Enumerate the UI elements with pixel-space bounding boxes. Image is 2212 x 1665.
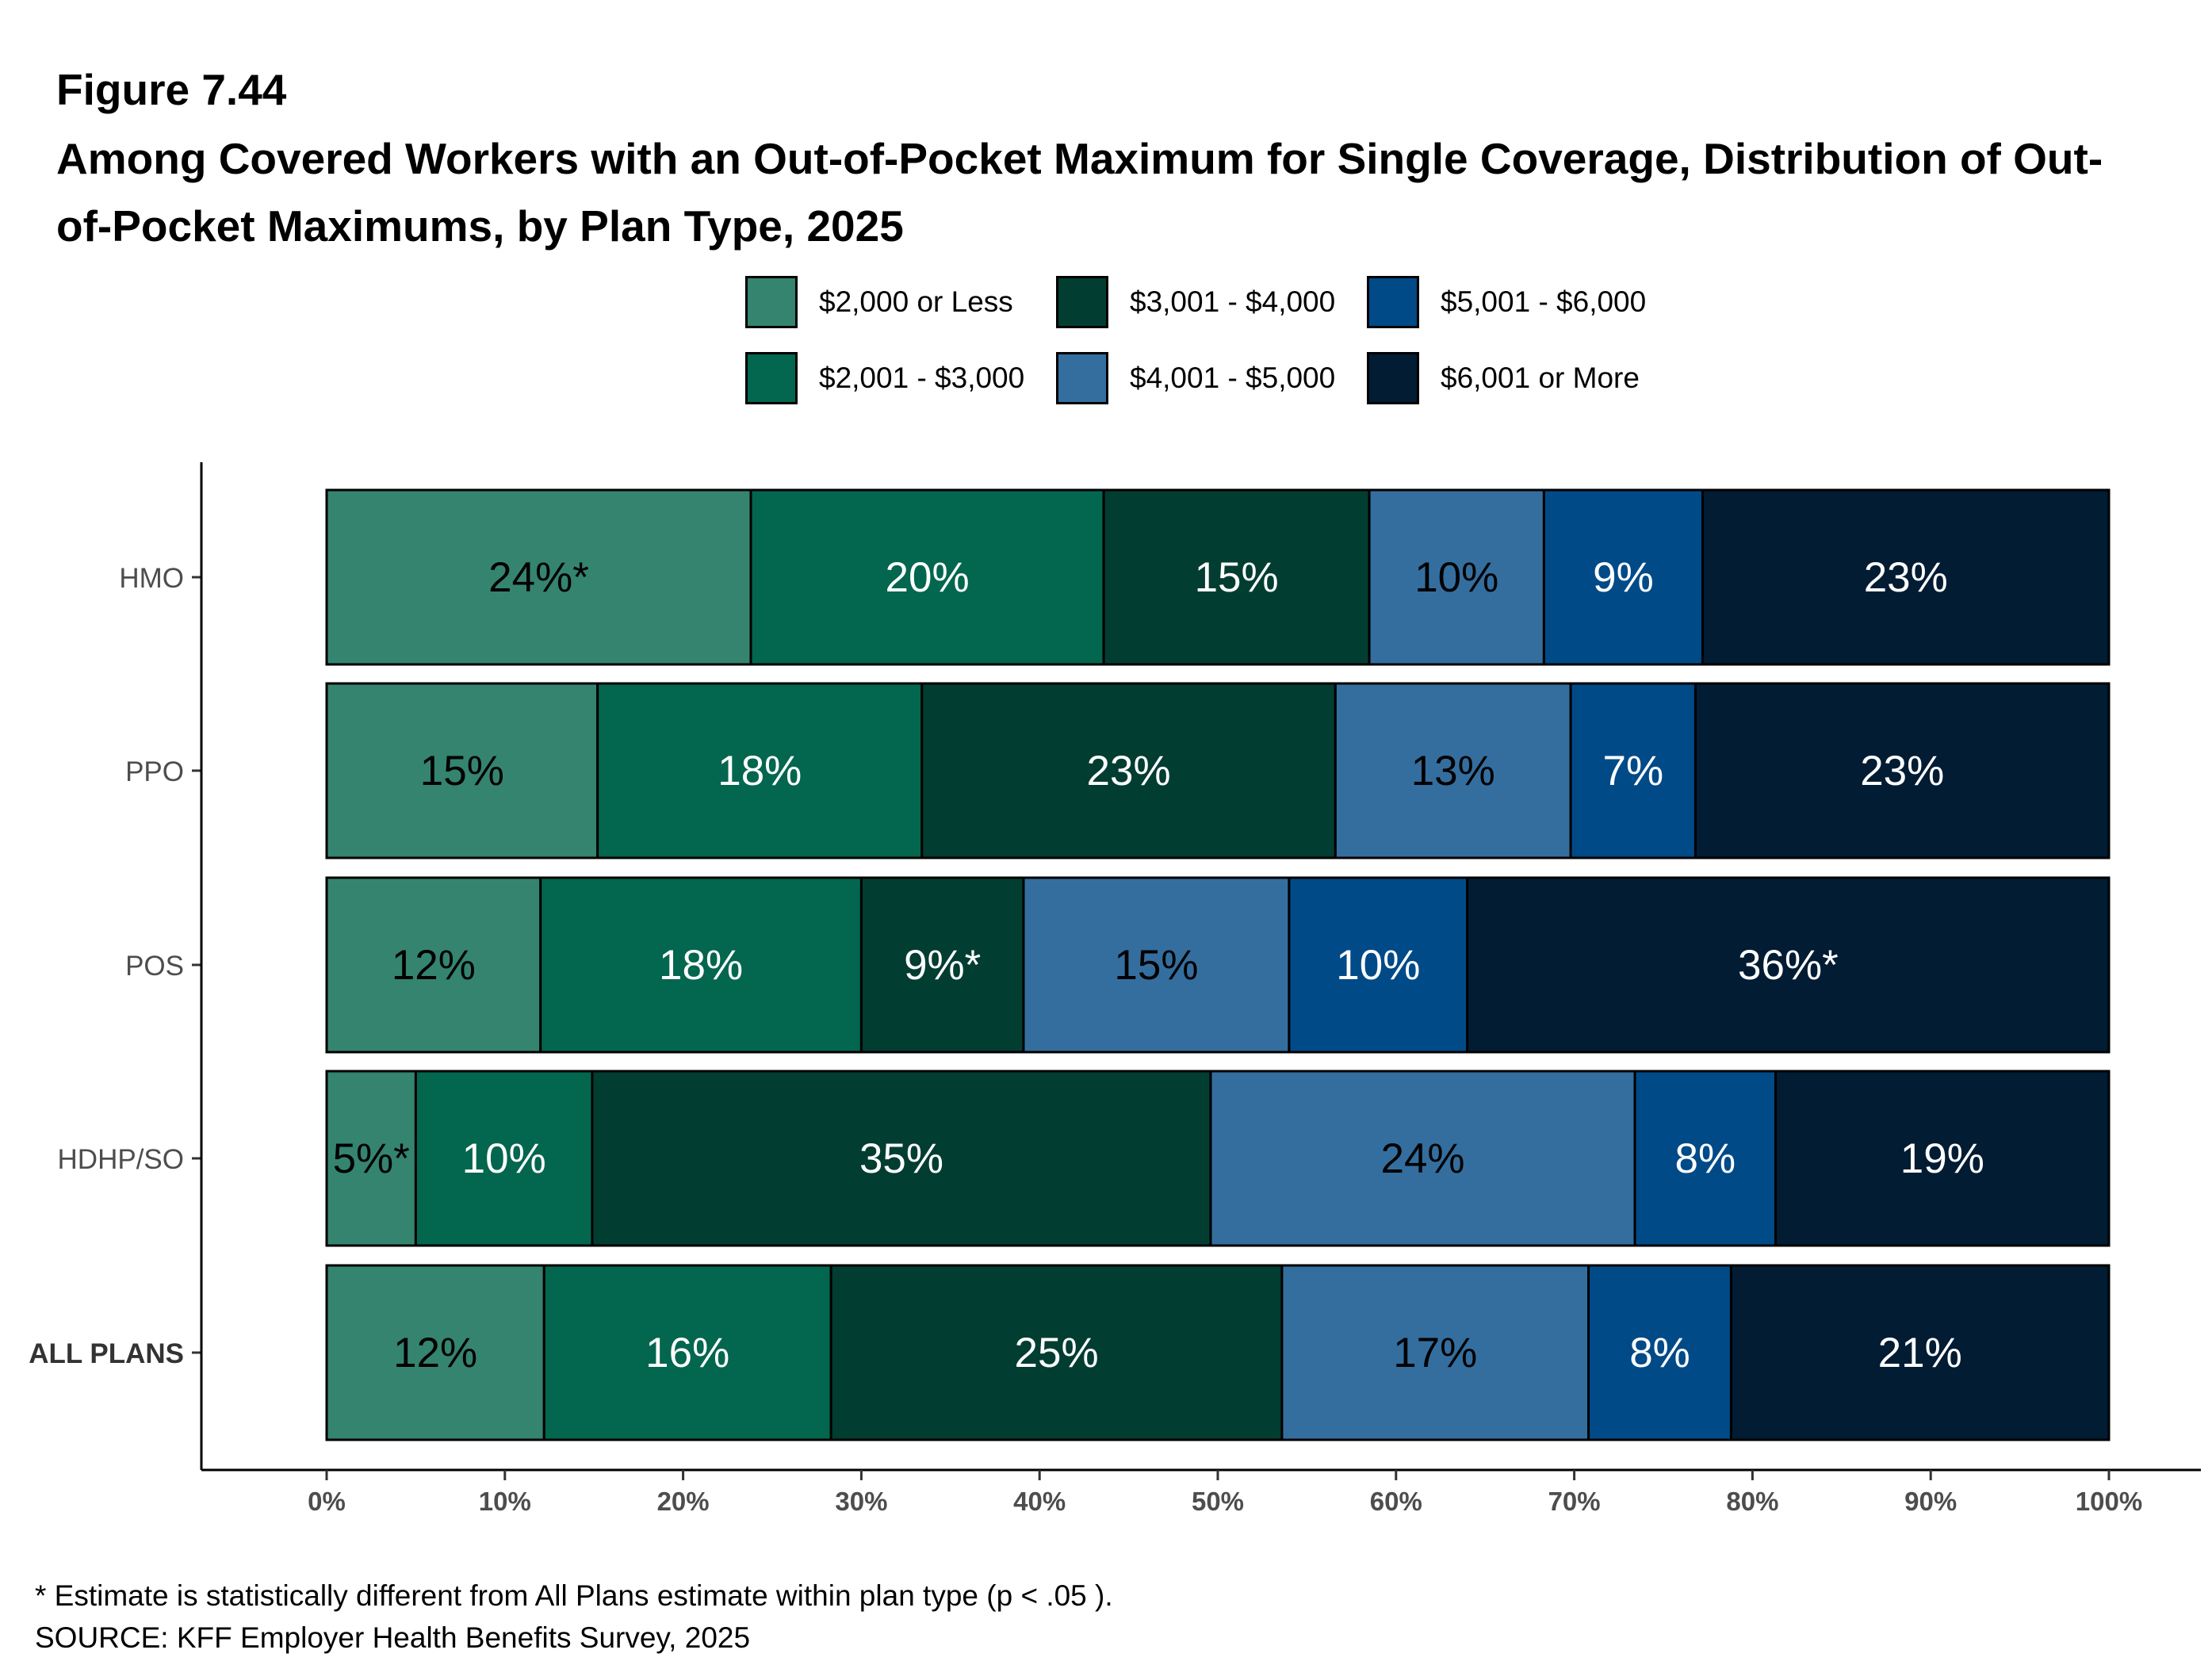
bar-segment — [1729, 1264, 2111, 1441]
data-label: 8% — [1629, 1330, 1690, 1376]
data-label: 10% — [1336, 942, 1420, 989]
legend-item-6001-or-more: $6,001 or More — [1367, 350, 1678, 406]
data-label: 24%* — [488, 554, 589, 601]
legend-swatch — [1367, 352, 1419, 404]
bar-segment — [749, 488, 1105, 666]
bar-segment — [1466, 876, 2111, 1054]
legend-swatch — [1056, 352, 1108, 404]
data-label: 21% — [1878, 1330, 1962, 1376]
legend-swatch — [745, 276, 798, 328]
legend-label: $2,001 - $3,000 — [819, 362, 1025, 394]
data-label: 23% — [1864, 554, 1948, 601]
y-tick-label: HMO — [119, 563, 184, 594]
data-label: 20% — [886, 554, 970, 601]
data-label: 35% — [859, 1135, 943, 1182]
legend-label: $5,001 - $6,000 — [1441, 285, 1647, 318]
bar-segment — [325, 876, 542, 1054]
data-label: 25% — [1015, 1330, 1099, 1376]
data-label: 16% — [645, 1330, 729, 1376]
bar-segment — [1368, 488, 1545, 666]
bar-segment — [1633, 1070, 1778, 1247]
data-label: 15% — [1195, 554, 1279, 601]
stacked-bar-chart: 24%* 20% 15% 10% 9% 23% HMO 15% 18% 23% 13% 7% 23% PP… — [29, 462, 2201, 1516]
y-tick-label: POS — [125, 951, 184, 982]
bar-segment — [414, 1070, 594, 1247]
bar-segment — [539, 876, 863, 1054]
bar-segment — [1209, 1070, 1636, 1247]
bar-segment — [1774, 1070, 2111, 1247]
bar-segment — [542, 1264, 832, 1441]
data-label: 36%* — [1738, 942, 1839, 989]
data-label: 5%* — [333, 1135, 410, 1182]
chart-title: Among Covered Workers with an Out-of-Poc… — [56, 134, 2103, 251]
data-label: 9%* — [904, 942, 981, 989]
legend-item-5001-6000: $5,001 - $6,000 — [1367, 274, 1678, 330]
data-label: 23% — [1860, 748, 1944, 794]
bar-segment — [325, 1070, 417, 1247]
legend-swatch — [745, 352, 798, 404]
bar-segment — [1334, 682, 1572, 859]
bar-segment — [920, 682, 1337, 859]
x-tick-label: 0% — [308, 1487, 346, 1516]
x-tick-label: 70% — [1548, 1487, 1601, 1516]
y-tick-label: ALL PLANS — [29, 1338, 184, 1369]
bar-segment — [596, 682, 924, 859]
figure-number: Figure 7.44 — [56, 65, 287, 114]
data-label: 13% — [1411, 748, 1495, 794]
data-label: 7% — [1602, 748, 1663, 794]
bar-segment — [1288, 876, 1469, 1054]
legend-label: $3,001 - $4,000 — [1130, 285, 1336, 318]
bar-segment — [1587, 1264, 1732, 1441]
x-tick-label: 40% — [1013, 1487, 1066, 1516]
bar-segment — [1102, 488, 1371, 666]
bar-segment — [1542, 488, 1704, 666]
legend-item-2000-or-less: $2,000 or Less — [745, 274, 1056, 330]
y-tick-label: HDHP/SO — [58, 1144, 184, 1175]
footnote: * Estimate is statistically different fr… — [35, 1579, 1113, 1612]
legend-item-4001-5000: $4,001 - $5,000 — [1056, 350, 1367, 406]
data-label: 23% — [1087, 748, 1171, 794]
bar-segment — [1693, 682, 2111, 859]
data-label: 12% — [392, 942, 476, 989]
x-tick-label: 50% — [1192, 1487, 1244, 1516]
bar-segment — [829, 1264, 1284, 1441]
chart-legend: $2,000 or Less $2,001 - $3,000 $3,001 - … — [745, 274, 1678, 427]
x-tick-label: 100% — [2076, 1487, 2142, 1516]
x-tick-label: 20% — [657, 1487, 710, 1516]
data-label: 10% — [462, 1135, 546, 1182]
data-label: 10% — [1414, 554, 1498, 601]
bar-segment — [591, 1070, 1212, 1247]
legend-swatch — [1056, 276, 1108, 328]
data-label: 15% — [1114, 942, 1198, 989]
x-tick-label: 80% — [1726, 1487, 1778, 1516]
data-label: 24% — [1380, 1135, 1464, 1182]
bar-segment — [1569, 682, 1697, 859]
legend-label: $4,001 - $5,000 — [1130, 362, 1336, 394]
x-tick-label: 30% — [835, 1487, 887, 1516]
legend-swatch — [1367, 276, 1419, 328]
bar-segment — [1701, 488, 2111, 666]
data-label: 12% — [393, 1330, 477, 1376]
source-note: SOURCE: KFF Employer Health Benefits Sur… — [35, 1621, 751, 1654]
data-label: 15% — [420, 748, 504, 794]
x-tick-label: 60% — [1370, 1487, 1422, 1516]
legend-item-2001-3000: $2,001 - $3,000 — [745, 350, 1056, 406]
legend-label: $6,001 or More — [1441, 362, 1640, 394]
legend-item-3001-4000: $3,001 - $4,000 — [1056, 274, 1367, 330]
y-tick-label: PPO — [125, 756, 184, 787]
data-label: 19% — [1900, 1135, 1984, 1182]
data-label: 9% — [1593, 554, 1654, 601]
x-tick-label: 10% — [479, 1487, 531, 1516]
data-label: 18% — [659, 942, 743, 989]
data-label: 8% — [1675, 1135, 1736, 1182]
legend-label: $2,000 or Less — [819, 285, 1013, 318]
data-label: 17% — [1393, 1330, 1477, 1376]
x-tick-label: 90% — [1904, 1487, 1957, 1516]
bar-segment — [325, 488, 752, 666]
data-label: 18% — [718, 748, 802, 794]
